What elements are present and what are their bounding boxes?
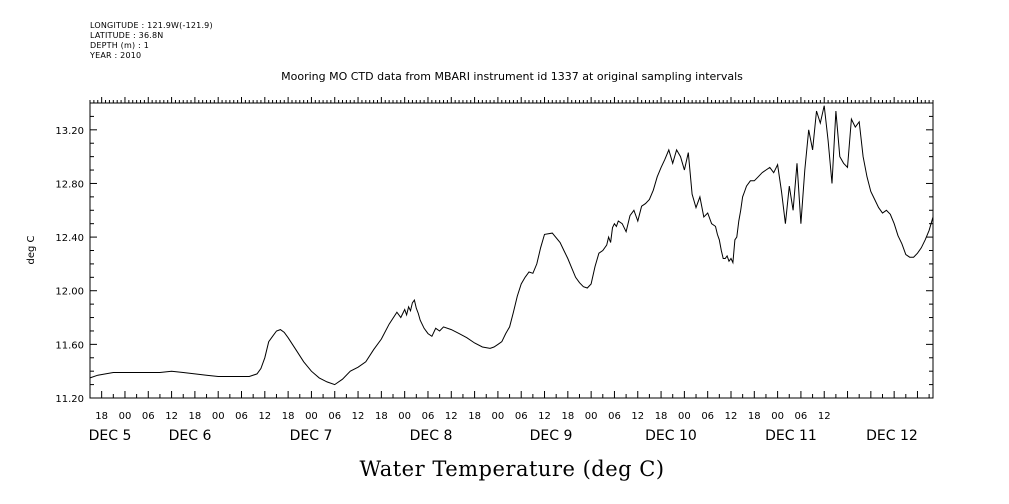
- x-hour-tick-label: 00: [305, 411, 318, 422]
- x-hour-tick-label: 06: [701, 411, 714, 422]
- top-minor-ticks: [89, 97, 934, 103]
- y-tick-label: 12.40: [55, 233, 84, 244]
- x-axis-label: Water Temperature (deg C): [359, 457, 664, 481]
- x-day-label: DEC 11: [765, 428, 817, 444]
- x-hour-tick-label: 00: [585, 411, 598, 422]
- x-hour-tick-label: 00: [492, 411, 505, 422]
- x-hour-tick-label: 06: [235, 411, 248, 422]
- x-day-label: DEC 6: [169, 428, 212, 444]
- longitude-text: LONGITUDE : 121.9W(-121.9): [90, 21, 213, 30]
- x-day-label: DEC 10: [645, 428, 697, 444]
- y-axis-label: deg C: [26, 235, 37, 264]
- y-tick-label: 12.00: [55, 287, 84, 298]
- x-hour-tick-label: 12: [165, 411, 178, 422]
- x-day-label: DEC 9: [530, 428, 573, 444]
- chart-title: Mooring MO CTD data from MBARI instrumen…: [281, 70, 743, 83]
- x-hour-tick-label: 06: [795, 411, 808, 422]
- x-hour-tick-label: 00: [398, 411, 411, 422]
- x-hour-tick-label: 18: [375, 411, 388, 422]
- year-text: YEAR : 2010: [90, 51, 142, 60]
- x-hour-tick-label: 18: [655, 411, 668, 422]
- x-hour-tick-label: 00: [771, 411, 784, 422]
- x-hour-tick-label: 06: [422, 411, 435, 422]
- y-tick-label: 11.60: [55, 340, 84, 351]
- x-hour-tick-label: 12: [631, 411, 644, 422]
- x-hour-tick-label: 18: [468, 411, 481, 422]
- y-axis: 11.20 11.60 12.00 12.40 12.80 13.20: [55, 102, 933, 405]
- latitude-text: LATITUDE : 36.8N: [90, 31, 164, 40]
- y-tick-label: 11.20: [55, 394, 84, 405]
- x-hour-tick-label: 06: [142, 411, 155, 422]
- x-hour-tick-label: 18: [282, 411, 295, 422]
- x-day-label: DEC 7: [290, 428, 333, 444]
- x-hour-tick-label: 18: [561, 411, 574, 422]
- x-hour-tick-label: 12: [258, 411, 271, 422]
- x-hour-tick-label: 12: [352, 411, 365, 422]
- x-hour-tick-label: 18: [95, 411, 108, 422]
- x-hour-tick-label: 00: [119, 411, 132, 422]
- series-group: [89, 105, 934, 386]
- x-hour-tick-label: 12: [538, 411, 551, 422]
- x-hour-tick-label: 18: [189, 411, 202, 422]
- x-day-label: DEC 8: [410, 428, 453, 444]
- x-day-label: DEC 12: [866, 428, 918, 444]
- x-hour-tick-label: 00: [678, 411, 691, 422]
- x-day-label: DEC 5: [89, 428, 132, 444]
- x-hour-tick-label: 06: [608, 411, 621, 422]
- x-hour-tick-label: 12: [725, 411, 738, 422]
- y-tick-label: 13.20: [55, 126, 84, 137]
- x-hour-tick-label: 06: [328, 411, 341, 422]
- x-axis: 18 00 06 12 18 00 06 12 18 00 06 12 18 00 06 12 18 00 06 12…: [89, 391, 930, 444]
- metadata-block: LONGITUDE : 121.9W(-121.9) LATITUDE : 36…: [90, 21, 213, 61]
- x-hour-tick-label: 00: [212, 411, 225, 422]
- depth-text: DEPTH (m) : 1: [90, 41, 149, 50]
- x-hour-tick-label: 12: [818, 411, 831, 422]
- y-tick-label: 12.80: [55, 179, 84, 190]
- temperature-series-line: [89, 105, 934, 386]
- x-hour-tick-label: 06: [515, 411, 528, 422]
- x-hour-tick-label: 12: [445, 411, 458, 422]
- x-hour-tick-label: 18: [748, 411, 761, 422]
